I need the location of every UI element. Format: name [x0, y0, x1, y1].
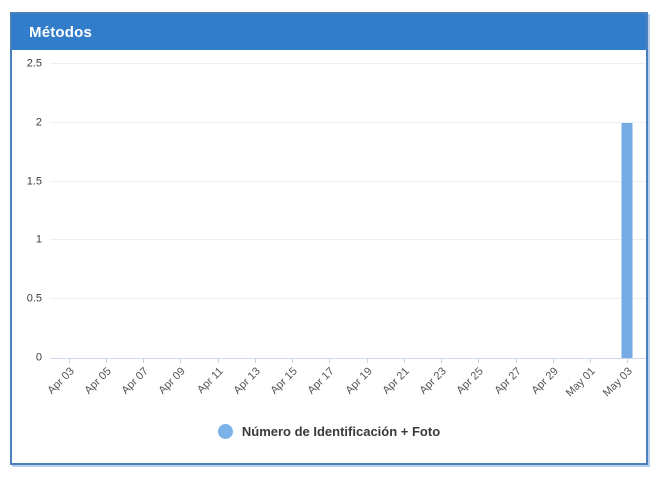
x-axis-tick: [515, 358, 517, 363]
gridline: [50, 63, 646, 64]
legend: Número de Identificación + Foto: [12, 424, 646, 439]
x-axis-label: May 03: [601, 365, 636, 400]
x-axis-label: Apr 19: [342, 365, 375, 397]
legend-marker-icon: [217, 424, 233, 439]
legend-item[interactable]: Número de Identificación + Foto: [217, 424, 441, 439]
methods-panel: Métodos 0 0.5 1 1.5 2 2.5 Apr 03 Apr 05 Apr 07 Ap…: [10, 12, 648, 465]
x-axis-tick: [143, 358, 145, 363]
x-axis-tick: [292, 358, 294, 363]
y-axis-label: 0: [35, 351, 42, 364]
x-axis-label: Apr 11: [194, 365, 226, 397]
x-axis-label: Apr 25: [454, 365, 487, 397]
x-axis-label: Apr 05: [82, 365, 114, 397]
gridline: [50, 239, 646, 241]
panel-header: Métodos: [12, 14, 646, 50]
x-axis-label: Apr 17: [305, 365, 338, 397]
gridline: [50, 180, 646, 182]
y-axis-label: 0.5: [26, 292, 42, 305]
x-axis-tick: [68, 358, 70, 363]
x-axis-tick: [329, 358, 331, 363]
gridline: [50, 121, 646, 123]
x-axis-tick: [627, 358, 629, 363]
x-axis-tick: [403, 358, 405, 363]
y-axis-label: 1: [35, 233, 42, 246]
x-axis-tick: [590, 358, 592, 363]
x-axis-tick: [366, 358, 368, 363]
x-axis-label: Apr 29: [529, 365, 561, 397]
x-axis-tick: [105, 358, 107, 363]
x-axis-tick: [552, 358, 554, 363]
plot-area: 0 0.5 1 1.5 2 2.5 Apr 03 Apr 05 Apr 07 Apr 09 Apr …: [27, 58, 646, 399]
y-axis-label: 2.5: [26, 57, 42, 70]
x-axis-label: Apr 03: [44, 365, 77, 397]
x-axis-tick: [441, 358, 443, 363]
y-axis-label: 2: [35, 116, 42, 129]
bar-chart: 0 0.5 1 1.5 2 2.5 Apr 03 Apr 05 Apr 07 Apr 09 Apr …: [12, 50, 646, 463]
x-axis-label: Apr 09: [156, 365, 189, 397]
x-axis-label: Apr 13: [231, 365, 263, 397]
x-axis-label: May 01: [563, 365, 598, 400]
legend-label: Número de Identificación + Foto: [241, 424, 441, 439]
x-axis-tick: [217, 358, 219, 363]
gridline: [50, 298, 646, 300]
x-axis-tick: [180, 358, 182, 363]
x-axis-label: Apr 27: [491, 365, 524, 397]
x-axis-label: Apr 21: [380, 365, 412, 397]
x-axis-label: Apr 23: [417, 365, 449, 397]
x-axis-tick: [478, 358, 480, 363]
panel-title: Métodos: [29, 23, 93, 41]
x-axis-label: Apr 15: [268, 365, 300, 397]
x-axis-tick: [254, 358, 256, 363]
y-axis-label: 1.5: [26, 175, 42, 188]
x-axis-label: Apr 07: [119, 365, 151, 397]
bar-may-03[interactable]: [621, 122, 633, 358]
